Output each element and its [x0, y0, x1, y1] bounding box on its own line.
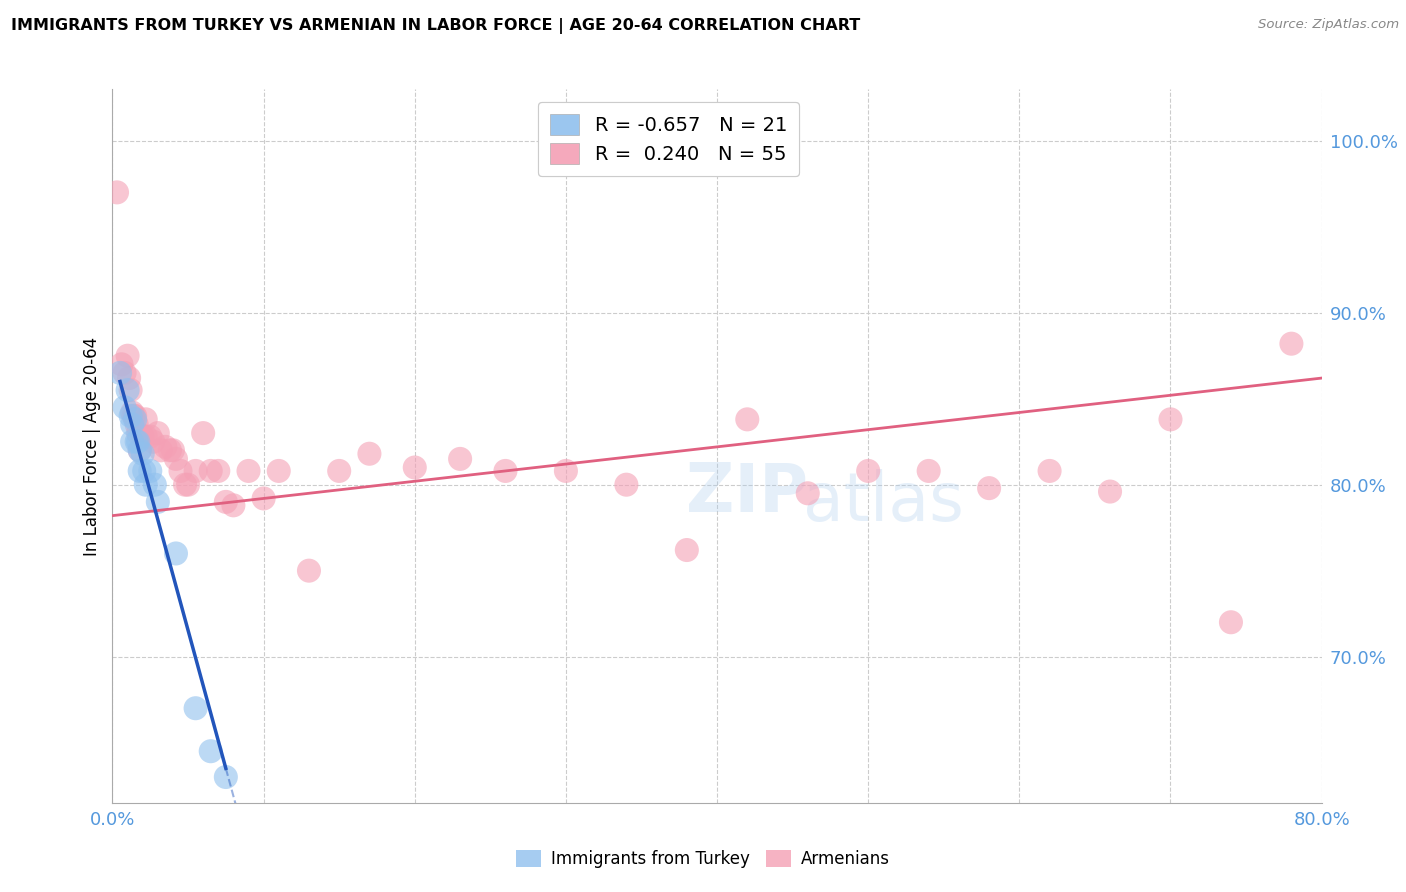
Point [200, 464, 222, 478]
Point [174, 477, 197, 491]
Point [1220, 615, 1243, 630]
Point [122, 409, 145, 423]
Point [159, 443, 181, 458]
Point [135, 477, 157, 491]
Legend: Immigrants from Turkey, Armenians: Immigrants from Turkey, Armenians [509, 843, 897, 875]
Point [135, 412, 157, 426]
Point [554, 464, 576, 478]
Point [117, 349, 139, 363]
Text: IMMIGRANTS FROM TURKEY VS ARMENIAN IN LABOR FORCE | AGE 20-64 CORRELATION CHART: IMMIGRANTS FROM TURKEY VS ARMENIAN IN LA… [11, 18, 860, 34]
Point [146, 426, 169, 441]
Point [298, 564, 321, 578]
Point [127, 426, 149, 441]
Point [177, 477, 200, 491]
Point [124, 409, 146, 423]
Point [139, 464, 162, 478]
Point [977, 481, 1000, 495]
Point [200, 744, 222, 758]
Point [105, 186, 128, 200]
Point [135, 429, 157, 443]
Point [120, 409, 142, 423]
Point [856, 464, 880, 478]
Point [149, 443, 172, 458]
Point [207, 464, 229, 478]
Point [121, 434, 143, 449]
Point [128, 443, 150, 458]
Point [495, 464, 517, 478]
Point [143, 477, 166, 491]
Text: ZIP: ZIP [686, 460, 808, 526]
Point [128, 443, 150, 458]
Point [108, 366, 131, 380]
Point [127, 434, 149, 449]
Point [215, 495, 238, 509]
Point [125, 417, 148, 432]
Point [165, 451, 187, 466]
Point [215, 770, 238, 784]
Point [675, 543, 697, 558]
Point [142, 434, 165, 449]
Point [918, 464, 941, 478]
Point [134, 464, 156, 478]
Point [128, 464, 150, 478]
Point [118, 371, 141, 385]
Text: atlas: atlas [803, 469, 963, 535]
Y-axis label: In Labor Force | Age 20-64: In Labor Force | Age 20-64 [83, 336, 101, 556]
Legend: R = -0.657   N = 21, R =  0.240   N = 55: R = -0.657 N = 21, R = 0.240 N = 55 [538, 103, 799, 176]
Point [737, 412, 759, 426]
Point [132, 447, 155, 461]
Point [184, 464, 207, 478]
Point [1098, 484, 1121, 499]
Point [132, 429, 155, 443]
Point [616, 477, 638, 491]
Point [139, 429, 162, 443]
Point [110, 357, 132, 371]
Point [120, 383, 142, 397]
Point [121, 417, 143, 432]
Point [124, 412, 146, 426]
Point [238, 464, 260, 478]
Point [267, 464, 290, 478]
Point [121, 405, 143, 419]
Point [162, 443, 184, 458]
Point [184, 701, 207, 715]
Point [114, 401, 136, 415]
Point [796, 486, 818, 500]
Point [1159, 412, 1181, 426]
Point [404, 460, 426, 475]
Point [165, 546, 187, 560]
Point [117, 383, 139, 397]
Point [1038, 464, 1062, 478]
Text: Source: ZipAtlas.com: Source: ZipAtlas.com [1258, 18, 1399, 31]
Point [253, 491, 276, 506]
Point [328, 464, 350, 478]
Point [191, 426, 214, 441]
Point [359, 447, 381, 461]
Point [169, 464, 191, 478]
Point [125, 434, 148, 449]
Point [155, 440, 177, 454]
Point [146, 495, 169, 509]
Point [1340, 134, 1362, 148]
Point [114, 366, 136, 380]
Point [222, 499, 245, 513]
Point [1279, 336, 1302, 351]
Point [449, 451, 471, 466]
